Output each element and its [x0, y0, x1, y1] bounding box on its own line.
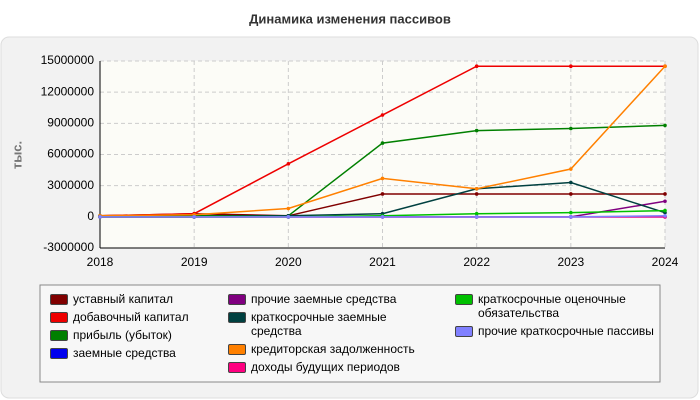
x-tick-label: 2018 [87, 255, 114, 269]
legend-label: прибыль (убыток) [73, 328, 172, 342]
point [569, 64, 573, 68]
point [663, 213, 667, 218]
y-tick-label: 0 [87, 209, 94, 223]
point [380, 176, 385, 181]
point [663, 64, 667, 68]
legend-swatch [50, 348, 68, 359]
legend-label: заемные средства [73, 346, 176, 360]
legend-item: прибыль (убыток) [50, 328, 250, 342]
point [286, 206, 291, 211]
legend-item: кредиторская задолженность [228, 342, 428, 356]
y-axis-label: тыс. [9, 141, 24, 169]
y-tick-label: 3000000 [47, 178, 94, 192]
point [380, 215, 385, 219]
legend-label: прочие краткосрочные пассивы [478, 324, 654, 338]
legend-label: краткосрочные заемные средства [251, 310, 387, 338]
point [663, 199, 667, 204]
legend-swatch [50, 312, 68, 323]
legend-item: прочие краткосрочные пассивы [455, 324, 655, 338]
legend-swatch [228, 344, 246, 355]
legend-label: кредиторская задолженность [251, 342, 415, 356]
y-tick-label: 15000000 [41, 53, 95, 67]
legend-label: уставный капитал [73, 292, 173, 306]
y-tick-label: 12000000 [41, 84, 95, 98]
legend-label: прочие заемные средства [251, 292, 397, 306]
x-tick-label: 2024 [652, 255, 679, 269]
point [663, 208, 667, 213]
legend-label: добавочный капитал [73, 310, 189, 324]
x-tick-label: 2019 [181, 255, 208, 269]
point [380, 192, 385, 196]
y-tick-label: 6000000 [47, 147, 94, 161]
legend-item: уставный капитал [50, 292, 250, 306]
legend-item: краткосрочные заемные средства [228, 310, 428, 338]
legend-swatch [50, 330, 68, 341]
point [569, 210, 573, 215]
point [663, 192, 667, 196]
legend-item: краткосрочные оценочные обязательства [455, 292, 655, 320]
legend-swatch [228, 312, 246, 323]
point [569, 180, 573, 185]
legend-item: заемные средства [50, 346, 250, 360]
point [380, 141, 385, 145]
point [474, 215, 479, 219]
point [569, 192, 573, 196]
legend-swatch [455, 294, 473, 305]
y-tick-label: 9000000 [47, 116, 94, 130]
point [569, 215, 573, 219]
point [286, 215, 291, 219]
legend-swatch [228, 294, 246, 305]
legend-swatch [50, 294, 68, 305]
point [569, 167, 573, 171]
point [192, 215, 196, 219]
legend-box [39, 284, 661, 383]
x-tick-label: 2021 [369, 255, 396, 269]
point [474, 211, 479, 216]
y-tick-label: -3000000 [43, 240, 94, 254]
legend-swatch [228, 362, 246, 373]
point [286, 162, 291, 166]
legend-label: доходы будущих периодов [251, 360, 400, 374]
point [569, 126, 573, 131]
legend-item: доходы будущих периодов [228, 360, 428, 374]
x-tick-label: 2020 [275, 255, 302, 269]
legend-item: добавочный капитал [50, 310, 250, 324]
point [380, 113, 385, 117]
chart-title: Динамика изменения пассивов [249, 11, 451, 26]
point [663, 123, 667, 128]
point [474, 192, 479, 196]
legend-swatch [455, 326, 473, 337]
x-tick-label: 2022 [463, 255, 490, 269]
legend-item: прочие заемные средства [228, 292, 428, 306]
legend-label: краткосрочные оценочные обязательства [478, 292, 626, 320]
point [474, 64, 479, 68]
point [474, 128, 479, 133]
point [98, 215, 102, 219]
point [474, 186, 479, 191]
x-tick-label: 2023 [557, 255, 584, 269]
